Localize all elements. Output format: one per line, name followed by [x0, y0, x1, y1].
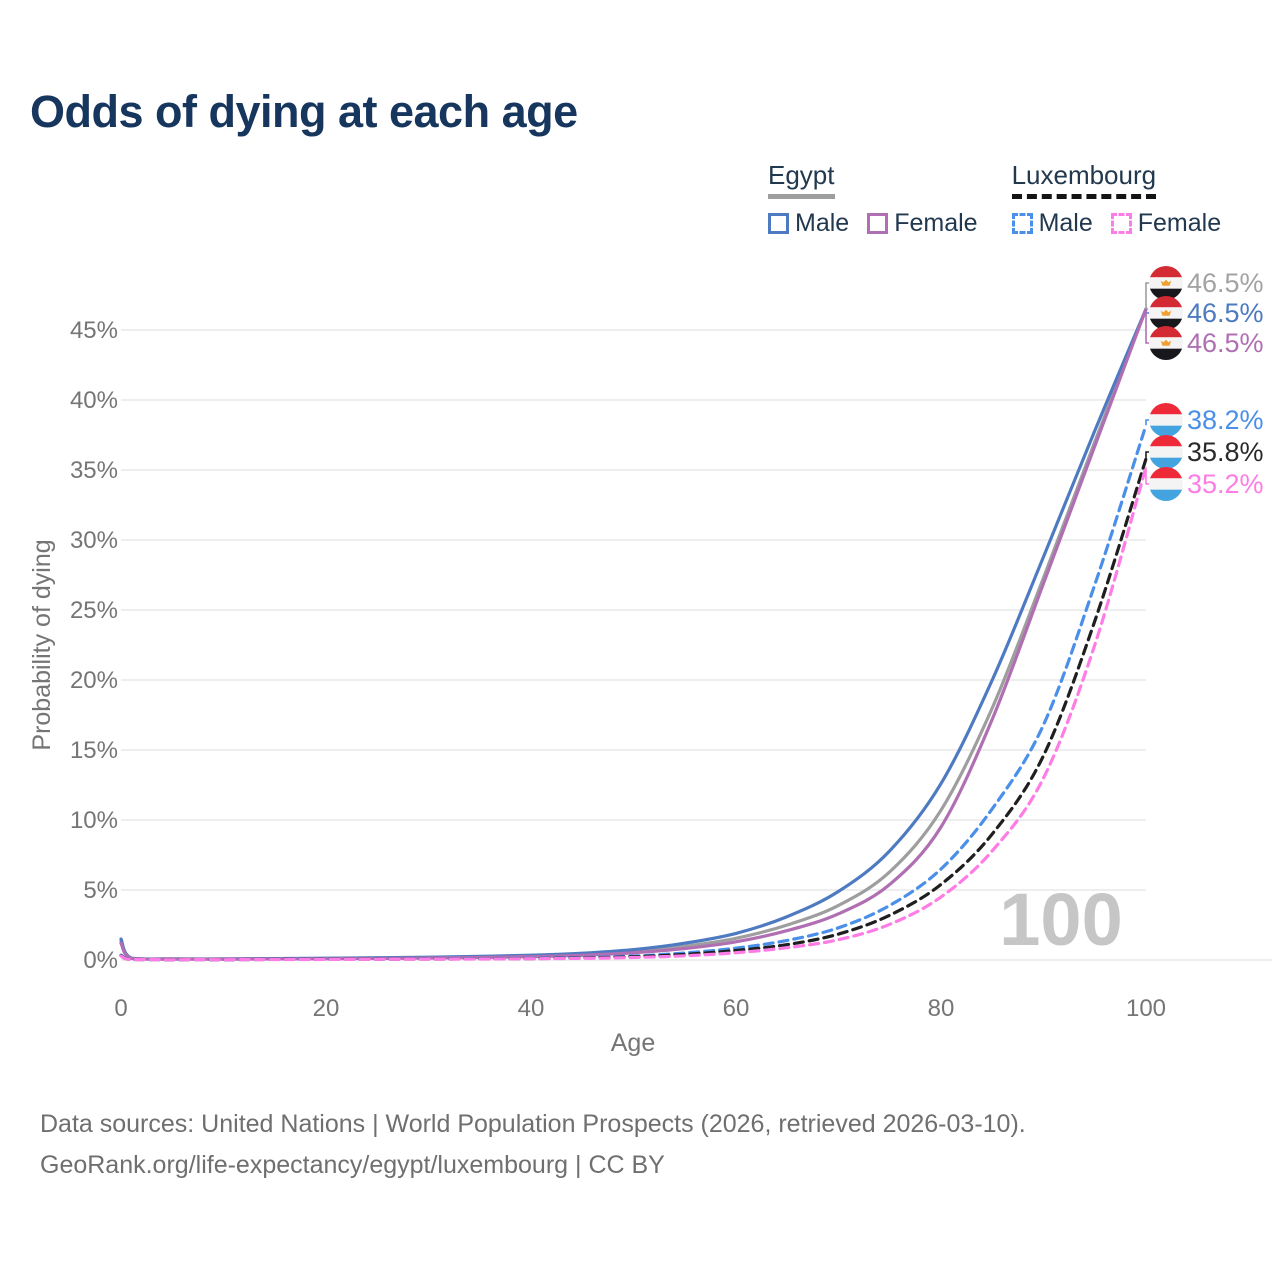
series-line-egypt-female [119, 307, 1148, 961]
legend-item-label: Male [795, 209, 850, 237]
flag-band [1149, 326, 1183, 338]
eagle-emblem-icon [1160, 279, 1172, 286]
egypt-flag-icon [1149, 326, 1183, 360]
flag-band [1149, 435, 1183, 447]
flag-band [1149, 318, 1183, 330]
egypt-male-swatch-icon [768, 213, 789, 234]
x-tick-label: 0 [114, 995, 127, 1022]
luxembourg-female-swatch-icon [1110, 213, 1132, 234]
eagle-emblem-icon [1160, 309, 1172, 316]
egypt-female-swatch-icon [867, 213, 889, 234]
luxembourg-flag-icon [1149, 403, 1183, 437]
legend-group-egypt: Egypt Male Female [768, 160, 978, 238]
y-tick-label: 30% [70, 527, 118, 554]
legend-item-egypt-female[interactable]: Female [867, 209, 978, 238]
end-value-label: 46.5% [1187, 328, 1264, 358]
eagle-emblem-icon [1160, 339, 1172, 346]
flag-band [1149, 348, 1183, 360]
x-axis-title: Age [611, 1029, 655, 1057]
y-tick-label: 0% [83, 947, 118, 974]
legend-country-luxembourg[interactable]: Luxembourg [1011, 160, 1157, 199]
x-tick-label: 100 [1126, 995, 1166, 1022]
series-line-egypt-both [119, 307, 1148, 961]
series-line-luxembourg-female [119, 465, 1148, 962]
y-tick-label: 5% [83, 877, 118, 904]
chart-legend: Egypt Male Female Luxembourg Male [768, 160, 1221, 238]
y-tick-label: 25% [70, 597, 118, 624]
flag-band [1149, 425, 1183, 437]
y-tick-label: 40% [70, 387, 118, 414]
legend-item-label: Female [894, 209, 978, 237]
y-tick-label: 35% [70, 457, 118, 484]
legend-item-label: Female [1137, 209, 1222, 237]
flag-band [1149, 489, 1183, 501]
flag-band [1149, 414, 1183, 426]
age-watermark: 100 [999, 878, 1122, 961]
end-value-label: 35.2% [1187, 469, 1264, 499]
flag-band [1149, 446, 1183, 458]
legend-group-luxembourg: Luxembourg Male Female [1011, 160, 1222, 238]
legend-item-egypt-male[interactable]: Male [768, 209, 849, 238]
legend-items-luxembourg: Male Female [1011, 209, 1222, 238]
legend-country-egypt[interactable]: Egypt [768, 160, 835, 199]
legend-item-label: Male [1038, 209, 1093, 237]
x-tick-label: 60 [723, 995, 750, 1022]
flag-band [1149, 457, 1183, 469]
series-line-egypt-male [119, 307, 1148, 961]
luxembourg-flag-icon [1149, 435, 1183, 469]
flag-band [1149, 467, 1183, 479]
end-value-label: 46.5% [1187, 298, 1264, 328]
end-value-label: 38.2% [1187, 405, 1264, 435]
end-value-label: 46.5% [1187, 268, 1264, 298]
egypt-flag-icon [1149, 296, 1183, 330]
legend-item-luxembourg-female[interactable]: Female [1110, 209, 1222, 238]
series-line-luxembourg-male [119, 423, 1148, 962]
luxembourg-flag-icon [1149, 467, 1183, 501]
x-tick-label: 80 [928, 995, 955, 1022]
end-label-leader-line [1145, 451, 1149, 459]
y-tick-label: 15% [70, 737, 118, 764]
x-tick-label: 40 [518, 995, 545, 1022]
y-tick-label: 45% [70, 317, 118, 344]
luxembourg-male-swatch-icon [1011, 213, 1033, 234]
legend-items-egypt: Male Female [768, 209, 978, 238]
egypt-flag-icon [1149, 266, 1183, 300]
footer: Data sources: United Nations | World Pop… [40, 1104, 1026, 1186]
footer-attribution: GeoRank.org/life-expectancy/egypt/luxemb… [40, 1151, 665, 1179]
end-label-leader-line [1145, 419, 1149, 426]
flag-band [1149, 296, 1183, 308]
y-tick-label: 10% [70, 807, 118, 834]
end-label-leader-line [1145, 282, 1149, 309]
x-tick-label: 20 [313, 995, 340, 1022]
footer-data-sources: Data sources: United Nations | World Pop… [40, 1110, 1026, 1138]
y-axis-title: Probability of dying [28, 539, 56, 750]
flag-band [1149, 288, 1183, 300]
end-label-leader-line [1145, 309, 1149, 344]
end-label-leader-line [1145, 467, 1149, 485]
end-value-label: 35.8% [1187, 437, 1264, 467]
flag-band [1149, 403, 1183, 415]
legend-item-luxembourg-male[interactable]: Male [1011, 209, 1093, 238]
y-tick-label: 20% [70, 667, 118, 694]
page-title: Odds of dying at each age [30, 86, 578, 137]
flag-band [1149, 478, 1183, 490]
flag-band [1149, 266, 1183, 278]
